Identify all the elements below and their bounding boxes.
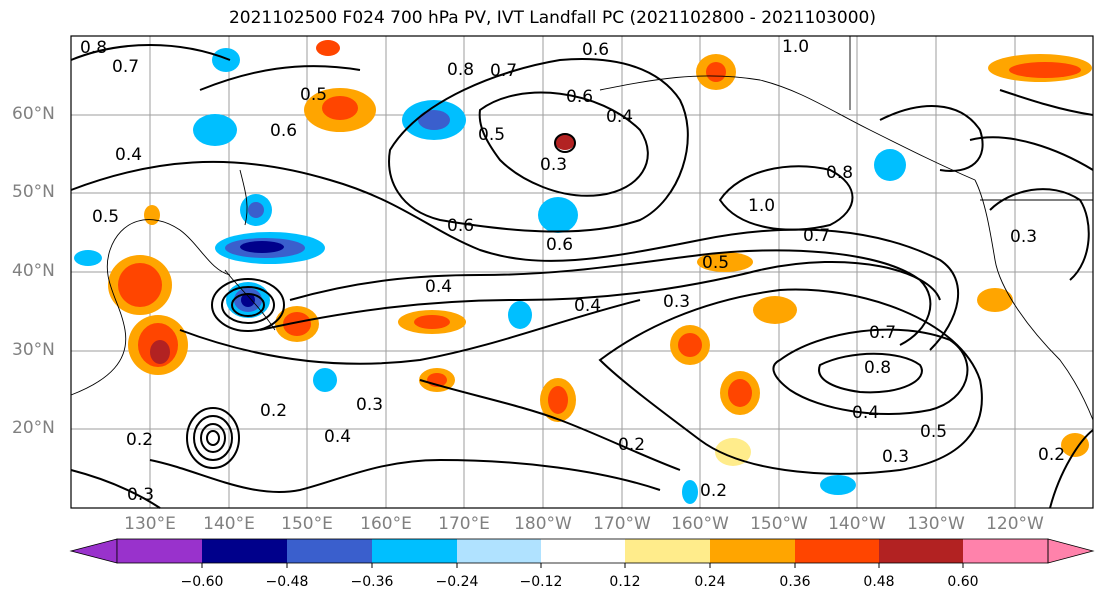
- colorbar-bin: [372, 539, 457, 563]
- contour-label: 0.8: [864, 358, 891, 378]
- lon-label: 130°E: [124, 514, 176, 534]
- contour-label: 0.3: [356, 395, 383, 415]
- colorbar-bin: [541, 539, 625, 563]
- contour-label: 1.0: [748, 196, 775, 216]
- contour-label: 0.4: [574, 296, 601, 316]
- contour-label: 0.8: [447, 60, 474, 80]
- colorbar-tick-label: 0.24: [694, 574, 726, 590]
- colorbar-tick-label: 0.48: [863, 574, 895, 590]
- contour-label: 0.3: [882, 447, 909, 467]
- colorbar-bin: [963, 539, 1048, 563]
- contour-label: 0.7: [869, 323, 896, 343]
- colorbar-tick-label: −0.24: [435, 574, 479, 590]
- contour-label: 0.6: [447, 216, 474, 236]
- colorbar-tick-label: −0.12: [519, 574, 563, 590]
- contour-label: 0.7: [803, 226, 830, 246]
- colorbar-bin: [625, 539, 710, 563]
- contour-label: 1.0: [782, 37, 809, 57]
- lat-label: 30°N: [12, 340, 55, 360]
- colorbar: [69, 538, 1095, 568]
- colorbar-tick-label: 0.60: [947, 574, 979, 590]
- contour-label: 0.4: [606, 107, 633, 127]
- lon-label: 180°W: [514, 514, 572, 534]
- contour-label: 0.5: [702, 253, 729, 273]
- contour-label: 0.2: [260, 401, 287, 421]
- contour-label: 0.7: [112, 57, 139, 77]
- contour-label: 0.8: [80, 38, 107, 58]
- colorbar-tick-label: 0.12: [609, 574, 641, 590]
- contour-label: 0.4: [852, 403, 879, 423]
- colorbar-bin: [117, 539, 202, 563]
- contour-label: 0.8: [826, 163, 853, 183]
- contour-label: 0.6: [566, 87, 593, 107]
- coastlines: [70, 36, 1094, 421]
- contour-label: 0.5: [920, 422, 947, 442]
- lat-label: 20°N: [12, 418, 55, 438]
- colorbar-tick-label: −0.60: [180, 574, 224, 590]
- colorbar-bin: [795, 539, 879, 563]
- contour-label: 0.6: [582, 40, 609, 60]
- contour-label: 0.3: [663, 292, 690, 312]
- lat-label: 40°N: [12, 261, 55, 281]
- colorbar-bin: [879, 539, 963, 563]
- lon-label: 160°W: [671, 514, 729, 534]
- contour-label: 0.3: [127, 485, 154, 505]
- contour-label: 0.6: [546, 235, 573, 255]
- contour-label: 0.5: [92, 207, 119, 227]
- map-title: 2021102500 F024 700 hPa PV, IVT Landfall…: [228, 8, 876, 28]
- contour-label: 0.4: [324, 427, 351, 447]
- contour-label: 0.2: [700, 481, 727, 501]
- colorbar-outline: [116, 538, 1049, 564]
- contour-label: 0.6: [270, 121, 297, 141]
- colorbar-extend-low: [69, 538, 118, 564]
- lat-label: 60°N: [12, 104, 55, 124]
- contour-label-group: 0.8 0.7 0.6 0.5 0.4 0.6 0.5 0.4 0.3 0.8 …: [80, 37, 1065, 505]
- colorbar-tick-label: 0.36: [779, 574, 811, 590]
- contour-label: 0.5: [300, 85, 327, 105]
- colorbar-tick-label: −0.36: [350, 574, 394, 590]
- lon-label: 140°W: [828, 514, 886, 534]
- contour-label: 0.4: [115, 145, 142, 165]
- cyclone-contours: [186, 133, 576, 469]
- lon-label: 150°E: [281, 514, 333, 534]
- contour-label: 0.7: [490, 61, 517, 81]
- contour-label: 0.2: [618, 435, 645, 455]
- contour-label: 0.2: [1038, 445, 1065, 465]
- map-frame: [70, 35, 1094, 509]
- lon-label: 140°E: [203, 514, 255, 534]
- lon-label: 160°E: [360, 514, 412, 534]
- contour-label: 0.2: [126, 430, 153, 450]
- lat-label: 50°N: [12, 182, 55, 202]
- contour-label: 0.3: [540, 155, 567, 175]
- contour-label: 0.3: [1010, 227, 1037, 247]
- lon-label: 130°W: [907, 514, 965, 534]
- colorbar-tick-label: −0.48: [265, 574, 309, 590]
- contour-label: 0.5: [478, 125, 505, 145]
- contour-label: 0.4: [425, 277, 452, 297]
- colorbar-extend-high: [1047, 538, 1095, 564]
- colorbar-bin: [710, 539, 795, 563]
- colorbar-bin: [287, 539, 372, 563]
- colorbar-bin: [202, 539, 287, 563]
- lon-label: 120°W: [986, 514, 1044, 534]
- shaded-anomalies: [74, 40, 1092, 504]
- pv-contours: [70, 44, 1094, 509]
- lon-label: 150°W: [750, 514, 808, 534]
- lon-label: 170°E: [438, 514, 490, 534]
- lon-label: 170°W: [593, 514, 651, 534]
- colorbar-bin: [457, 539, 541, 563]
